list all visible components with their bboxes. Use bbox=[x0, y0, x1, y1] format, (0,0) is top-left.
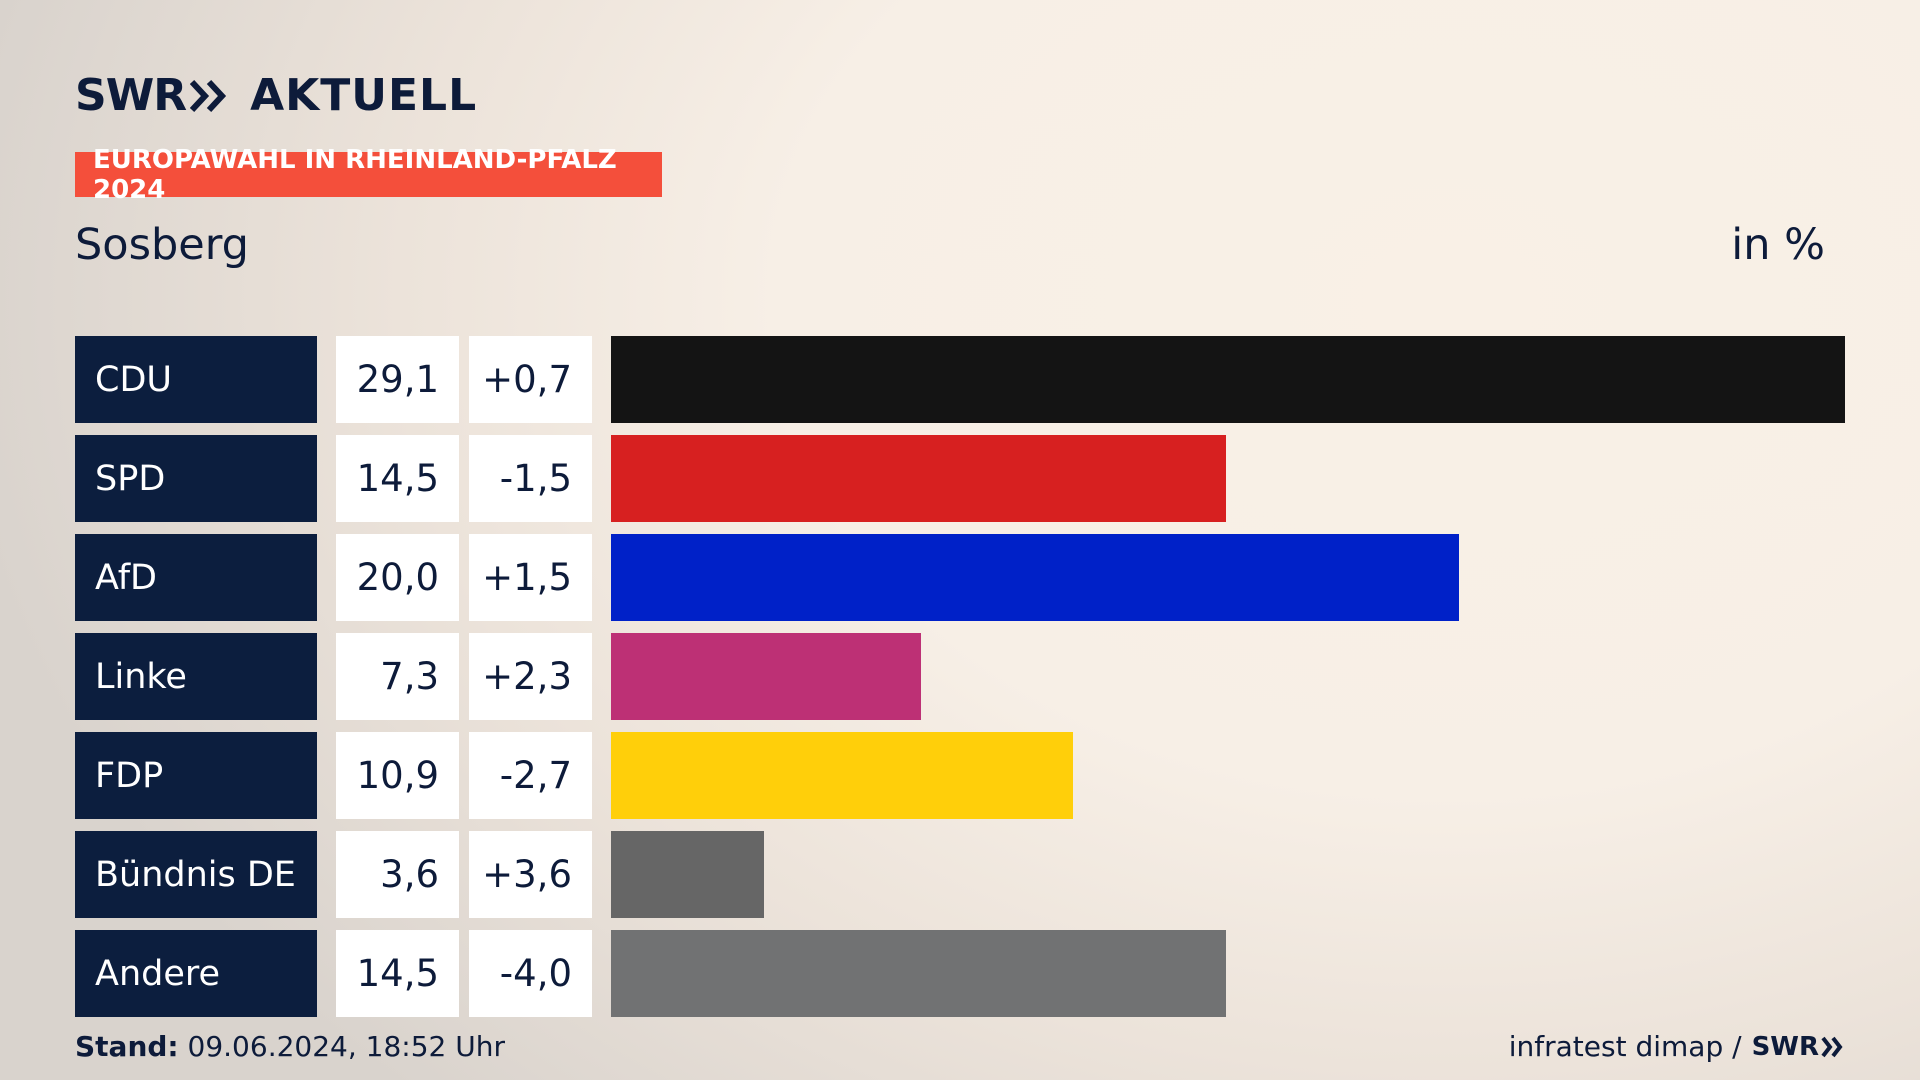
result-row: CDU 29,1 +0,7 bbox=[75, 336, 1845, 423]
result-row: Bündnis DE 3,6 +3,6 bbox=[75, 831, 1845, 918]
swr-logo-text: SWR bbox=[75, 70, 187, 121]
footer-swr-logo: SWR bbox=[1752, 1032, 1845, 1062]
timestamp: Stand: 09.06.2024, 18:52 Uhr bbox=[75, 1030, 505, 1063]
double-chevron-icon bbox=[190, 79, 227, 112]
election-banner: EUROPAWAHL IN RHEINLAND-PFALZ 2024 bbox=[75, 145, 662, 205]
result-bar bbox=[611, 930, 1226, 1017]
vote-share-value: 14,5 bbox=[336, 435, 459, 522]
party-label: Andere bbox=[75, 930, 317, 1017]
party-label: CDU bbox=[75, 336, 317, 423]
vote-change-value: -2,7 bbox=[469, 732, 592, 819]
result-bar bbox=[611, 534, 1459, 621]
footer-swr-text: SWR bbox=[1751, 1031, 1819, 1062]
vote-share-value: 10,9 bbox=[336, 732, 459, 819]
double-chevron-icon bbox=[1821, 1036, 1843, 1057]
result-bar bbox=[611, 435, 1226, 522]
brand-aktuell: AKTUELL bbox=[250, 70, 478, 121]
result-bar bbox=[611, 732, 1073, 819]
vote-change-value: -4,0 bbox=[469, 930, 592, 1017]
swr-logo: SWR bbox=[75, 70, 228, 121]
result-row: Andere 14,5 -4,0 bbox=[75, 930, 1845, 1017]
vote-share-value: 20,0 bbox=[336, 534, 459, 621]
vote-share-value: 7,3 bbox=[336, 633, 459, 720]
vote-change-value: +0,7 bbox=[469, 336, 592, 423]
party-label: Bündnis DE bbox=[75, 831, 317, 918]
vote-share-value: 14,5 bbox=[336, 930, 459, 1017]
result-bar bbox=[611, 336, 1845, 423]
unit-label: in % bbox=[1731, 220, 1825, 270]
party-label: AfD bbox=[75, 534, 317, 621]
result-row: Linke 7,3 +2,3 bbox=[75, 633, 1845, 720]
party-label: Linke bbox=[75, 633, 317, 720]
party-label: SPD bbox=[75, 435, 317, 522]
vote-change-value: +3,6 bbox=[469, 831, 592, 918]
brand-logo: SWR AKTUELL bbox=[75, 70, 477, 121]
vote-change-value: +2,3 bbox=[469, 633, 592, 720]
result-row: AfD 20,0 +1,5 bbox=[75, 534, 1845, 621]
vote-share-value: 29,1 bbox=[336, 336, 459, 423]
result-bar bbox=[611, 633, 921, 720]
timestamp-value: 09.06.2024, 18:52 Uhr bbox=[187, 1030, 505, 1063]
vote-change-value: -1,5 bbox=[469, 435, 592, 522]
vote-share-value: 3,6 bbox=[336, 831, 459, 918]
location-title: Sosberg bbox=[75, 220, 249, 270]
source-credit: infratest dimap / SWR bbox=[1509, 1030, 1845, 1063]
result-row: FDP 10,9 -2,7 bbox=[75, 732, 1845, 819]
party-label: FDP bbox=[75, 732, 317, 819]
timestamp-label: Stand: bbox=[75, 1030, 179, 1063]
vote-change-value: +1,5 bbox=[469, 534, 592, 621]
result-bar bbox=[611, 831, 764, 918]
result-row: SPD 14,5 -1,5 bbox=[75, 435, 1845, 522]
source-text: infratest dimap / bbox=[1508, 1030, 1742, 1063]
